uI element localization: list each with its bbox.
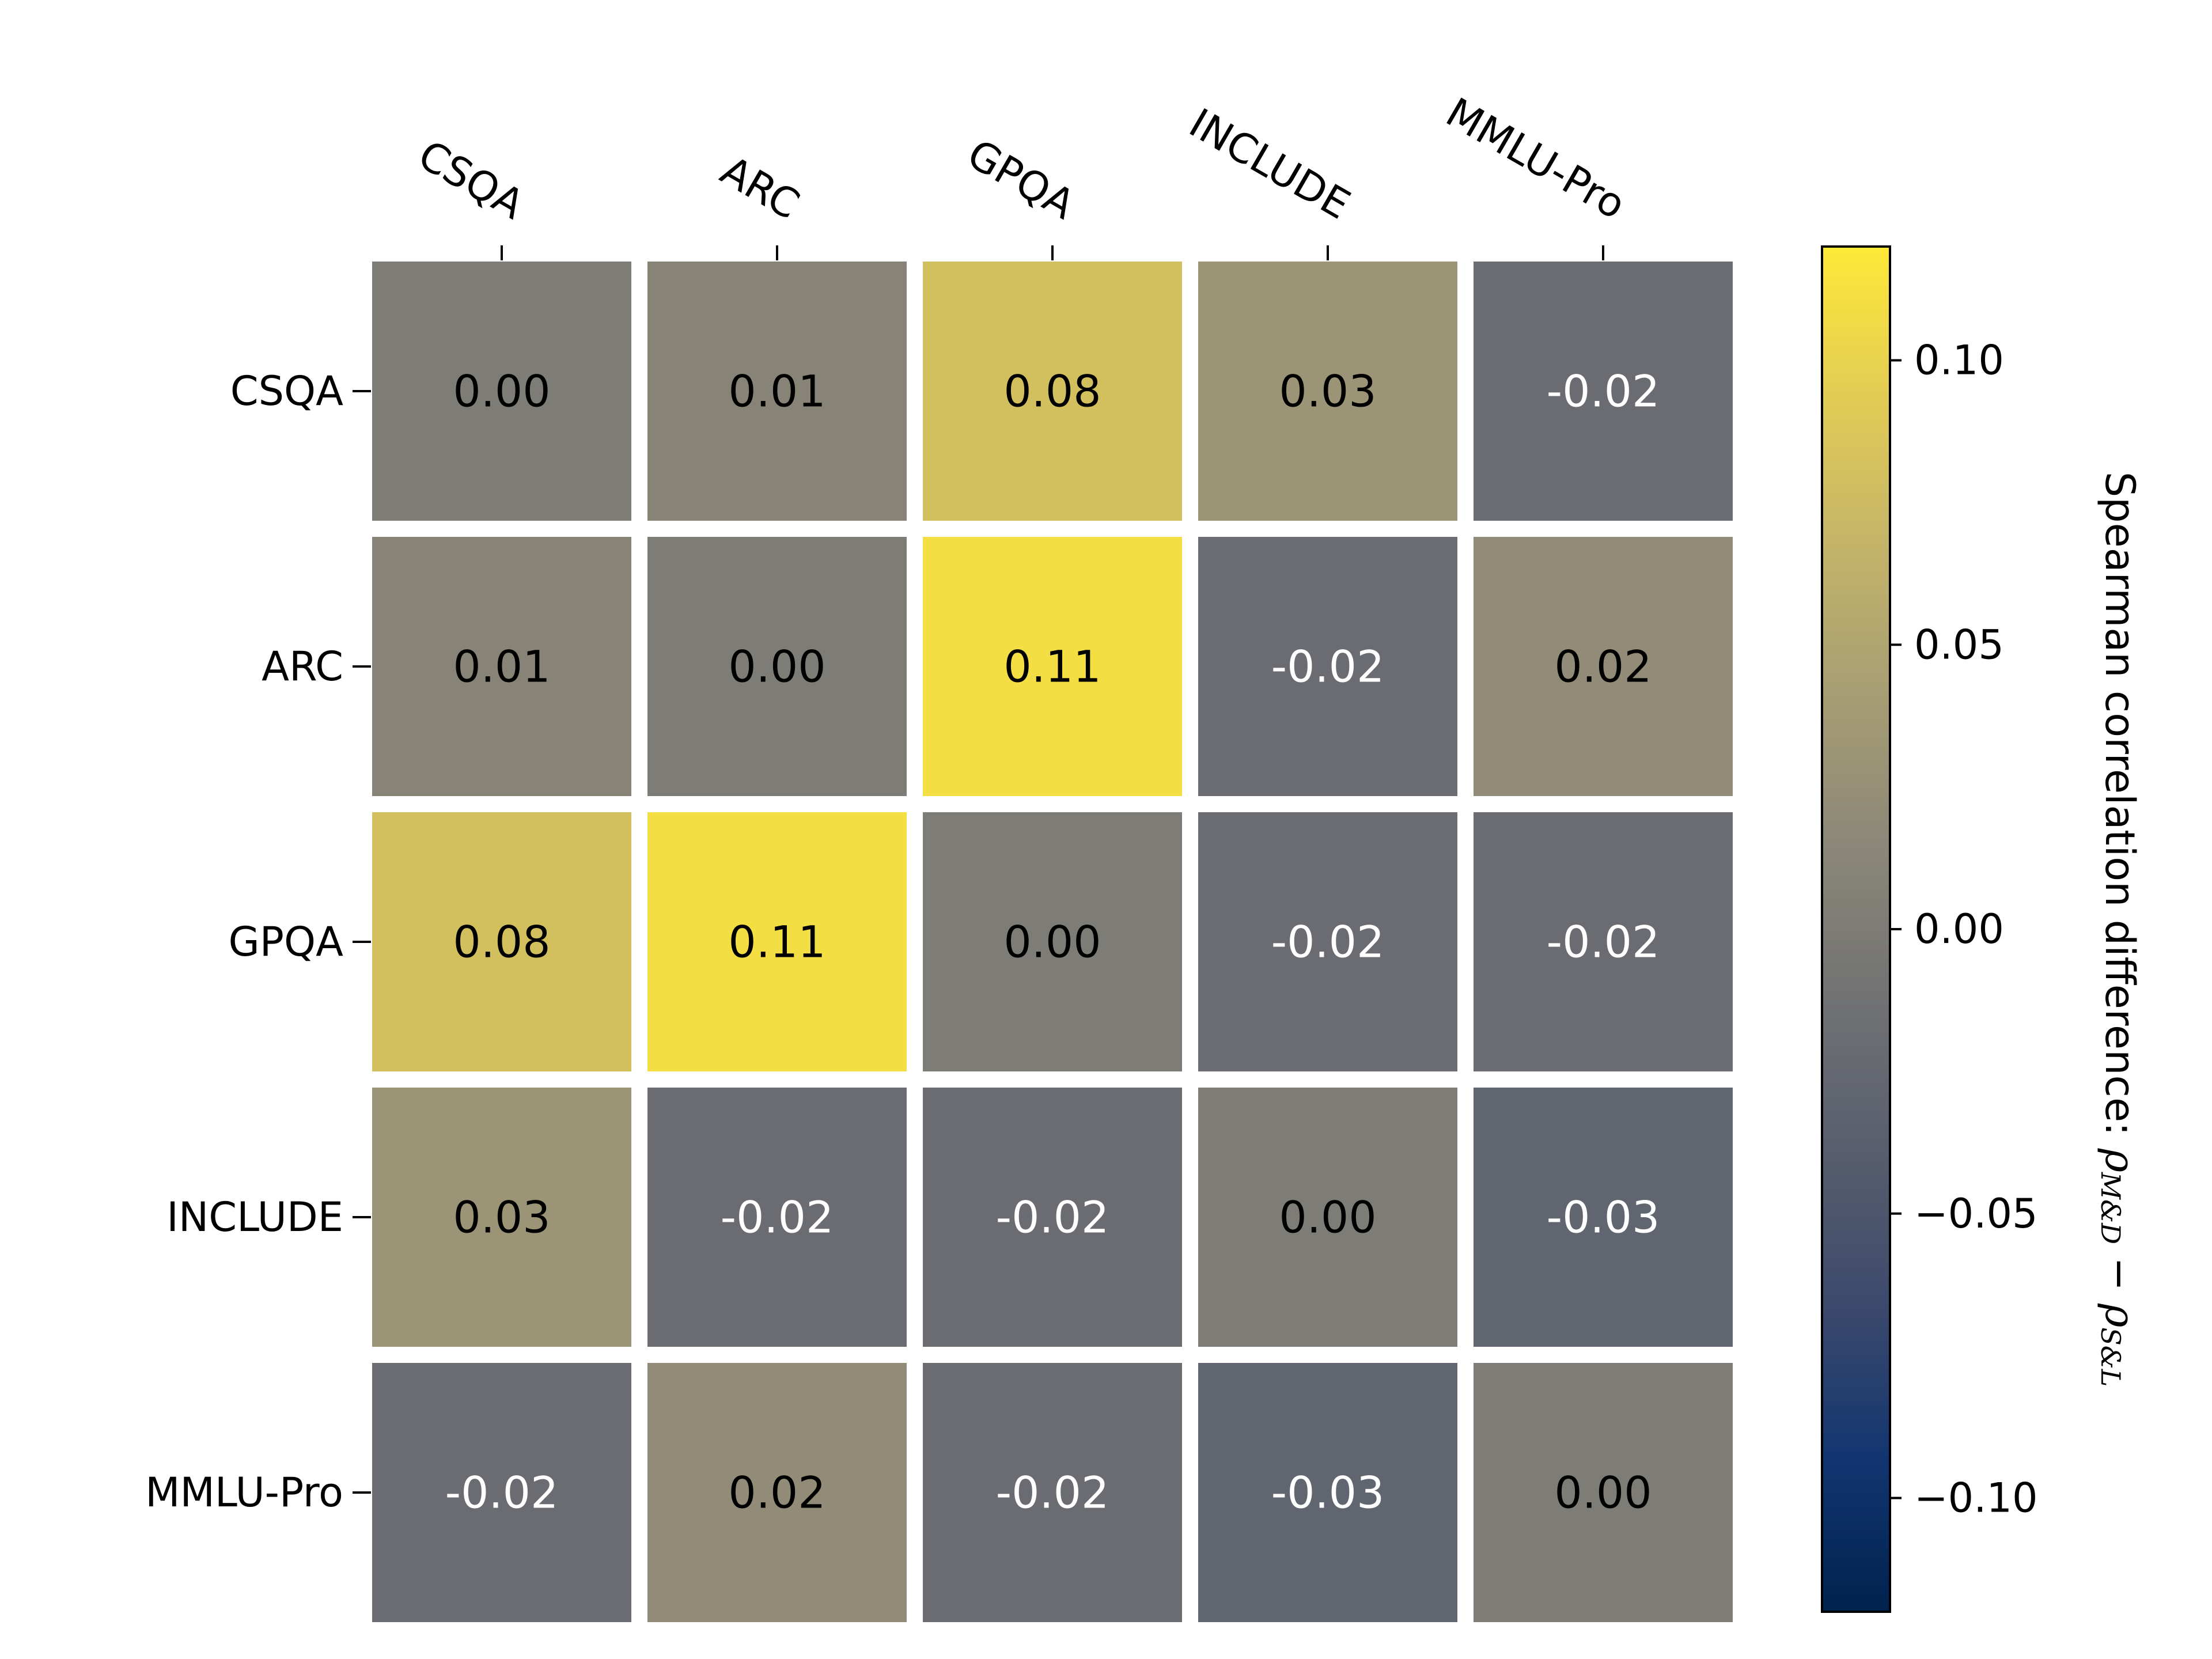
heatmap-cell-label: -0.02 bbox=[1547, 366, 1660, 417]
heatmap-cell-label: 0.02 bbox=[1554, 641, 1652, 692]
heatmap-cell-label: -0.03 bbox=[1271, 1467, 1385, 1518]
heatmap-cell-label: 0.02 bbox=[728, 1467, 825, 1518]
y-axis: CSQA ARC GPQA INCLUDE MMLU-Pro bbox=[145, 368, 371, 1516]
heatmap-cell bbox=[647, 812, 907, 1071]
heatmap-cell bbox=[1198, 537, 1457, 796]
heatmap-cell-label: -0.02 bbox=[1271, 641, 1385, 692]
colorbar-label-rho-1: ρ bbox=[2096, 1148, 2143, 1172]
x-tick-label: ARC bbox=[713, 147, 808, 229]
heatmap-cell bbox=[372, 537, 631, 796]
heatmap-cell-label: 0.03 bbox=[453, 1192, 550, 1243]
heatmap-cell-label: -0.02 bbox=[721, 1192, 834, 1243]
heatmap-cell bbox=[1474, 1363, 1733, 1622]
heatmap-cell bbox=[372, 262, 631, 521]
colorbar-tick-label: 0.00 bbox=[1914, 906, 2004, 953]
heatmap-cell bbox=[923, 812, 1182, 1071]
heatmap-cell-label: -0.02 bbox=[996, 1192, 1109, 1243]
colorbar-tick-label: 0.10 bbox=[1914, 337, 2004, 384]
heatmap-cell-label: 0.01 bbox=[453, 641, 550, 692]
heatmap-cell bbox=[1198, 1088, 1457, 1347]
heatmap-cell bbox=[1198, 262, 1457, 521]
heatmap-cell bbox=[372, 812, 631, 1071]
heatmap-cell bbox=[923, 537, 1182, 796]
colorbar-label-sub-1: M&D bbox=[2095, 1172, 2126, 1244]
heatmap-cell bbox=[372, 1363, 631, 1622]
colorbar-tick-label: 0.05 bbox=[1914, 621, 2004, 668]
colorbar-label: Spearman correlation difference: ρM&D − … bbox=[2095, 472, 2143, 1387]
colorbar: 0.10 0.05 0.00 −0.05 −0.10 bbox=[1821, 245, 2038, 1613]
x-tick-label: MMLU-Pro bbox=[1438, 89, 1634, 229]
x-tick-label: CSQA bbox=[411, 131, 532, 229]
colorbar-label-rho-2: ρ bbox=[2096, 1303, 2143, 1327]
colorbar-gradient bbox=[1821, 245, 1891, 1613]
x-tick-label: GPQA bbox=[960, 130, 1083, 229]
heatmap-cell bbox=[1198, 1363, 1457, 1622]
heatmap-cell-label: 0.01 bbox=[728, 366, 825, 417]
y-tick-label: INCLUDE bbox=[166, 1194, 343, 1241]
heatmap-cell bbox=[1198, 812, 1457, 1071]
heatmap-cell bbox=[647, 1088, 907, 1347]
heatmap-cell bbox=[923, 262, 1182, 521]
heatmap-cell bbox=[1474, 1088, 1733, 1347]
heatmap-cell bbox=[647, 262, 907, 521]
heatmap-cell-labels: 0.00 0.01 0.08 0.03 -0.02 0.01 0.00 0.11 -0.02 0.… bbox=[445, 366, 1660, 1518]
heatmap-cell bbox=[372, 1088, 631, 1347]
heatmap-cell-label: 0.03 bbox=[1279, 366, 1376, 417]
heatmap-cell-label: -0.02 bbox=[445, 1467, 559, 1518]
colorbar-label-minus: − bbox=[2096, 1244, 2143, 1304]
heatmap-cell-label: 0.00 bbox=[453, 366, 550, 417]
heatmap-cell bbox=[1474, 537, 1733, 796]
heatmap-cell-label: 0.11 bbox=[728, 916, 825, 968]
heatmap-cell-label: -0.02 bbox=[1271, 916, 1385, 968]
y-tick-label: GPQA bbox=[229, 918, 344, 965]
heatmap-cell bbox=[923, 1088, 1182, 1347]
heatmap-cell-label: 0.00 bbox=[728, 641, 825, 692]
heatmap-cells bbox=[372, 262, 1733, 1622]
heatmap-cell-label: 0.11 bbox=[1003, 641, 1101, 692]
y-tick-label: ARC bbox=[262, 643, 343, 690]
heatmap-cell-label: 0.08 bbox=[453, 916, 550, 968]
heatmap-cell bbox=[647, 537, 907, 796]
y-tick-label: CSQA bbox=[230, 368, 343, 415]
colorbar-tick-label: −0.05 bbox=[1914, 1190, 2038, 1237]
heatmap-cell bbox=[1474, 812, 1733, 1071]
heatmap-cell-label: -0.02 bbox=[996, 1467, 1109, 1518]
colorbar-tick-label: −0.10 bbox=[1914, 1475, 2038, 1522]
x-axis: CSQA ARC GPQA INCLUDE MMLU-Pro bbox=[411, 89, 1634, 260]
colorbar-label-prefix: Spearman correlation difference: bbox=[2096, 472, 2143, 1149]
heatmap-cell-label: 0.08 bbox=[1003, 366, 1101, 417]
heatmap-cell-label: 0.00 bbox=[1554, 1467, 1652, 1518]
heatmap-cell-label: -0.02 bbox=[1547, 916, 1660, 968]
x-tick-label: INCLUDE bbox=[1181, 99, 1358, 228]
colorbar-label-sub-2: S&L bbox=[2095, 1327, 2126, 1387]
heatmap-cell-label: 0.00 bbox=[1279, 1192, 1376, 1243]
heatmap-cell bbox=[923, 1363, 1182, 1622]
heatmap-cell-label: -0.03 bbox=[1547, 1192, 1660, 1243]
heatmap-cell bbox=[647, 1363, 907, 1622]
heatmap-cell bbox=[1474, 262, 1733, 521]
y-tick-label: MMLU-Pro bbox=[145, 1469, 343, 1516]
heatmap-cell-label: 0.00 bbox=[1003, 916, 1101, 968]
